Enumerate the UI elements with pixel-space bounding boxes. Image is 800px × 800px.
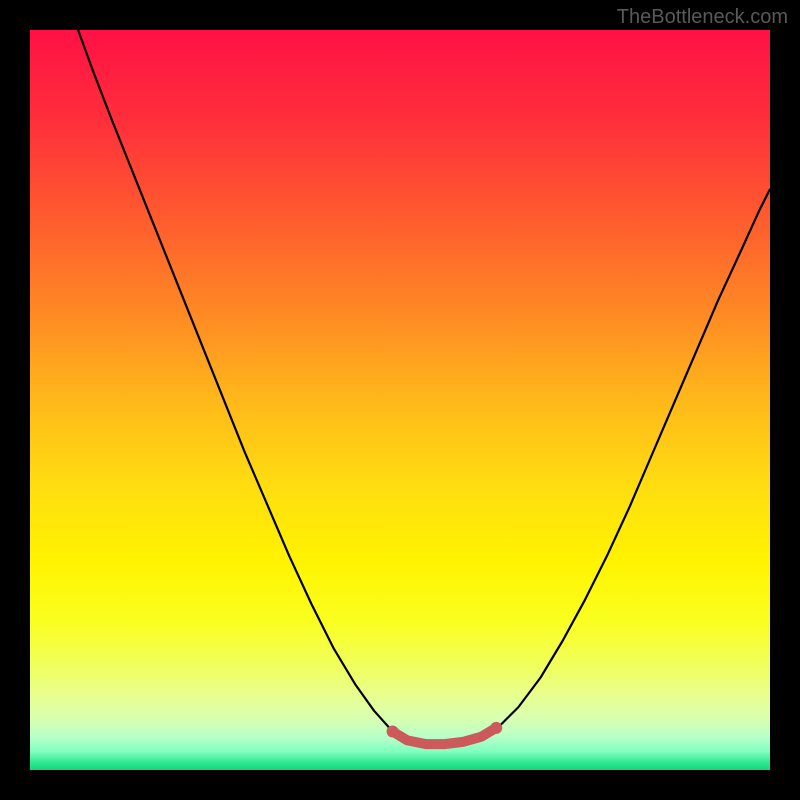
bottleneck-chart <box>30 30 770 770</box>
watermark-text: TheBottleneck.com <box>617 6 788 29</box>
chart-svg <box>30 30 770 770</box>
